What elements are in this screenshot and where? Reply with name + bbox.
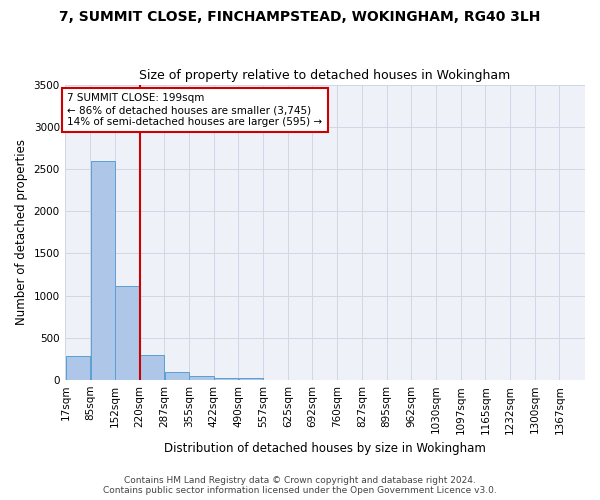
- Title: Size of property relative to detached houses in Wokingham: Size of property relative to detached ho…: [139, 69, 511, 82]
- Text: Contains HM Land Registry data © Crown copyright and database right 2024.
Contai: Contains HM Land Registry data © Crown c…: [103, 476, 497, 495]
- Bar: [214, 378, 238, 380]
- Text: 7, SUMMIT CLOSE, FINCHAMPSTEAD, WOKINGHAM, RG40 3LH: 7, SUMMIT CLOSE, FINCHAMPSTEAD, WOKINGHA…: [59, 10, 541, 24]
- Bar: [66, 356, 90, 380]
- Bar: [115, 286, 139, 380]
- Bar: [164, 372, 189, 380]
- Bar: [91, 160, 115, 380]
- Bar: [239, 378, 263, 380]
- Text: 7 SUMMIT CLOSE: 199sqm
← 86% of detached houses are smaller (3,745)
14% of semi-: 7 SUMMIT CLOSE: 199sqm ← 86% of detached…: [67, 94, 322, 126]
- Y-axis label: Number of detached properties: Number of detached properties: [15, 140, 28, 326]
- Bar: [190, 376, 214, 380]
- Bar: [140, 354, 164, 380]
- X-axis label: Distribution of detached houses by size in Wokingham: Distribution of detached houses by size …: [164, 442, 486, 455]
